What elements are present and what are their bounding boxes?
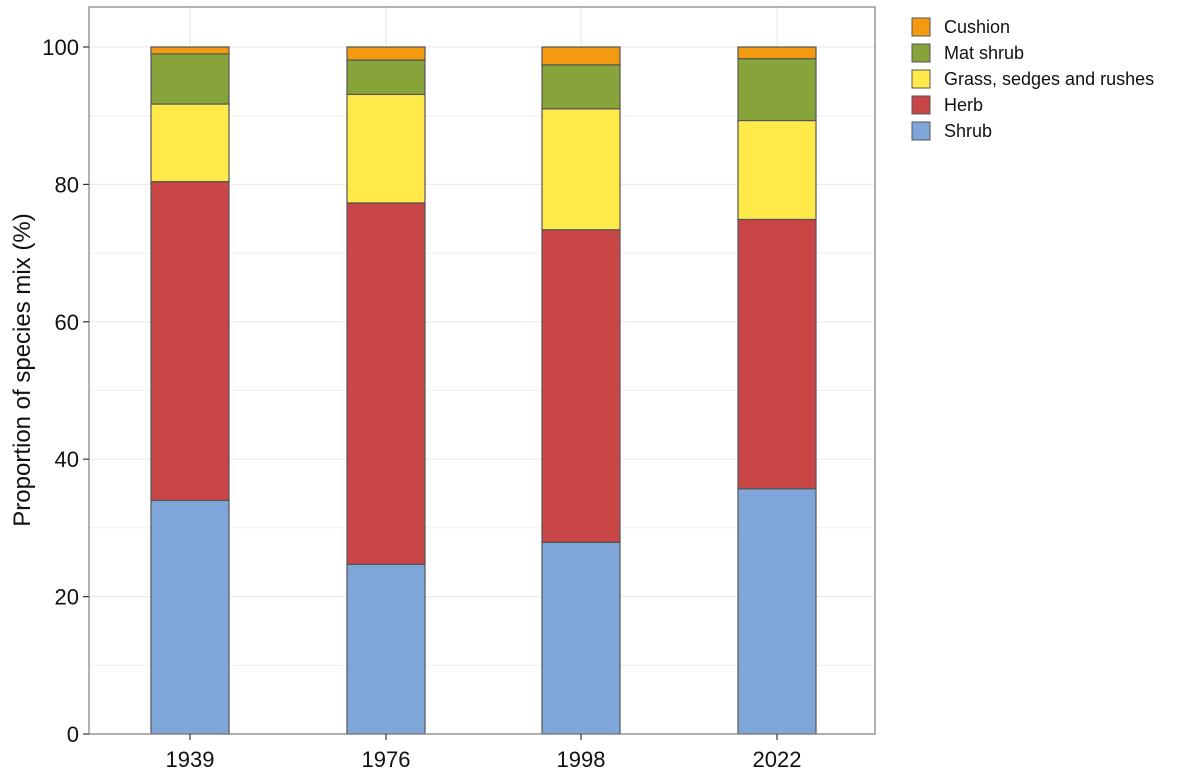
x-tick-label: 1976 [362,747,411,772]
legend: Cushion Mat shrub Grass, sedges and rushes… [911,17,1154,141]
bar-segment: Mat shrub 1939: 7.3 [150,53,230,105]
bar-segment: Grass, sedges and rushes 2022: 14.4 [737,119,817,221]
legend-label: Shrub [944,121,992,141]
bar-segment: Herb 1998: 45.5 [541,229,621,543]
y-tick-label: 100 [42,35,79,60]
bar-segment: Shrub 1939: 34 [150,499,230,735]
plot-frame [88,6,876,735]
y-tick-label: 40 [55,447,79,472]
y-axis-title: Proportion of species mix (%) [9,213,36,526]
bar-segment: Cushion 1939: 1 [150,46,230,55]
legend-key [911,121,931,141]
bar-segment: Mat shrub 2022: 9 [737,58,817,122]
bar-segment: Grass, sedges and rushes 1976: 15.8 [346,93,426,204]
bar-segment: Herb 2022: 39.2 [737,218,817,490]
bars-layer: Shrub 1939: 34Herb 1939: 46.4Grass, sedg… [150,46,817,735]
legend-key [911,69,931,89]
bar-segment: Shrub 1998: 27.9 [541,541,621,735]
bar-segment: Cushion 2022: 1.7 [737,46,817,60]
legend-key [911,43,931,63]
y-tick-label: 0 [67,722,79,747]
bar-segment: Cushion 1976: 1.9 [346,46,426,61]
bar-segment: Cushion 1998: 2.6 [541,46,621,66]
bar-segment: Mat shrub 1998: 6.4 [541,64,621,110]
bar-segment: Herb 1939: 46.4 [150,181,230,502]
bar-segment: Shrub 2022: 35.7 [737,488,817,735]
y-tick-label: 80 [55,172,79,197]
legend-label: Grass, sedges and rushes [944,69,1154,89]
y-tick-label: 20 [55,585,79,610]
x-tick-label: 1998 [557,747,606,772]
legend-label: Herb [944,95,983,115]
bar-segment: Shrub 1976: 24.7 [346,563,426,735]
legend-key [911,95,931,115]
y-tick-label: 60 [55,310,79,335]
legend-key [911,17,931,37]
axes-layer: 0 20 40 60 80 100 1939 1976 1998 2022 [42,35,801,772]
bar-segment: Herb 1976: 52.6 [346,202,426,565]
x-tick-label: 2022 [753,747,802,772]
x-tick-label: 1939 [166,747,215,772]
legend-label: Mat shrub [944,43,1024,63]
bar-segment: Mat shrub 1976: 5 [346,59,426,96]
bar-segment: Grass, sedges and rushes 1939: 11.3 [150,103,230,183]
bar-segment: Grass, sedges and rushes 1998: 17.6 [541,108,621,231]
legend-label: Cushion [944,17,1010,37]
